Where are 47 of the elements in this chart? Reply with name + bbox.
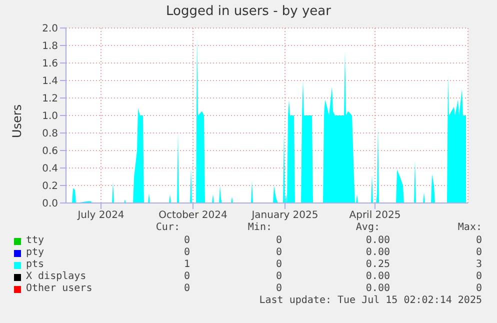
x-tick-label: July 2024 [76,210,124,222]
text: 0 [476,247,482,258]
text: Min: [248,222,272,233]
text: 0.00 [366,235,390,246]
text: 0 [184,283,190,294]
legend-label: tty [26,235,44,246]
text: 0 [476,283,482,294]
y-tick-label: 1.4 [42,76,58,88]
text: 0 [476,271,482,282]
y-tick-label: 1.6 [42,58,58,70]
y-tick-label: 1.0 [42,111,58,122]
text: 0 [276,235,282,246]
x-tick-label: April 2025 [349,210,401,222]
x-tick-label: January 2025 [250,210,318,222]
x-tick-label: October 2024 [158,210,228,222]
y-tick-label: 0.2 [42,181,58,192]
chart-title: Logged in users - by year [164,4,332,19]
text: 0 [476,235,482,246]
text: 0.00 [366,247,390,258]
y-tick-label: 1.2 [42,94,58,105]
y-tick-label: 1.8 [42,41,58,52]
text: 0 [276,271,282,282]
text: 3 [476,259,482,270]
text: 0.25 [366,259,390,270]
legend-label: X displays [26,271,86,282]
text: 0.00 [366,283,390,294]
text: 0 [276,283,282,294]
y-tick-label: 0.4 [42,164,58,175]
legend-label: pts [26,259,44,270]
text: 0 [184,271,190,282]
legend-label: Other users [26,283,92,294]
text: Cur: [156,222,180,233]
text: 0 [184,247,190,258]
y-tick-label: 0.8 [42,128,58,140]
text: 0 [276,247,282,258]
text: Max: [458,222,482,233]
y-tick-label: 2.0 [42,24,58,35]
y-axis-title: Users [10,104,24,138]
text: Last update: Tue Jul 15 02:02:14 2025 [259,295,482,306]
text: 0 [276,259,282,270]
legend-label: pty [26,247,44,258]
text: Avg: [356,222,380,233]
text: 1 [184,259,190,270]
y-tick-label: 0.0 [42,198,58,210]
y-tick-label: 0.6 [42,146,58,158]
text: 0.00 [366,271,390,282]
text: 0 [184,235,190,246]
